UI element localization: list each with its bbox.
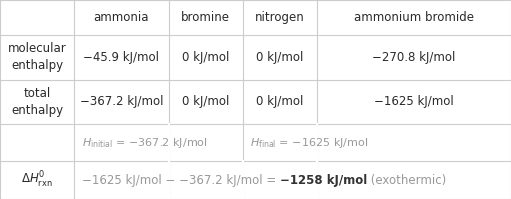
Text: −367.2 kJ/mol: −367.2 kJ/mol — [80, 96, 163, 108]
Text: −45.9 kJ/mol: −45.9 kJ/mol — [83, 51, 159, 64]
Text: −1625 kJ/mol: −1625 kJ/mol — [374, 96, 454, 108]
Text: −1258 kJ/mol: −1258 kJ/mol — [280, 174, 367, 187]
Text: total
enthalpy: total enthalpy — [11, 87, 63, 117]
Text: 0 kJ/mol: 0 kJ/mol — [182, 51, 229, 64]
Text: ammonia: ammonia — [94, 11, 149, 24]
Text: −1625 kJ/mol − −367.2 kJ/mol =: −1625 kJ/mol − −367.2 kJ/mol = — [82, 174, 280, 187]
Text: $H_{\rm final}$ = −1625 kJ/mol: $H_{\rm final}$ = −1625 kJ/mol — [250, 136, 368, 150]
Text: nitrogen: nitrogen — [255, 11, 305, 24]
Text: 0 kJ/mol: 0 kJ/mol — [182, 96, 229, 108]
Text: 0 kJ/mol: 0 kJ/mol — [256, 96, 304, 108]
Text: 0 kJ/mol: 0 kJ/mol — [256, 51, 304, 64]
Text: $\Delta H^0_{\rm rxn}$: $\Delta H^0_{\rm rxn}$ — [21, 170, 53, 190]
Text: ammonium bromide: ammonium bromide — [354, 11, 474, 24]
Text: molecular
enthalpy: molecular enthalpy — [8, 42, 66, 72]
Text: −270.8 kJ/mol: −270.8 kJ/mol — [372, 51, 456, 64]
Text: $H_{\rm initial}$ = −367.2 kJ/mol: $H_{\rm initial}$ = −367.2 kJ/mol — [82, 136, 207, 150]
Text: (exothermic): (exothermic) — [367, 174, 446, 187]
Text: bromine: bromine — [181, 11, 230, 24]
